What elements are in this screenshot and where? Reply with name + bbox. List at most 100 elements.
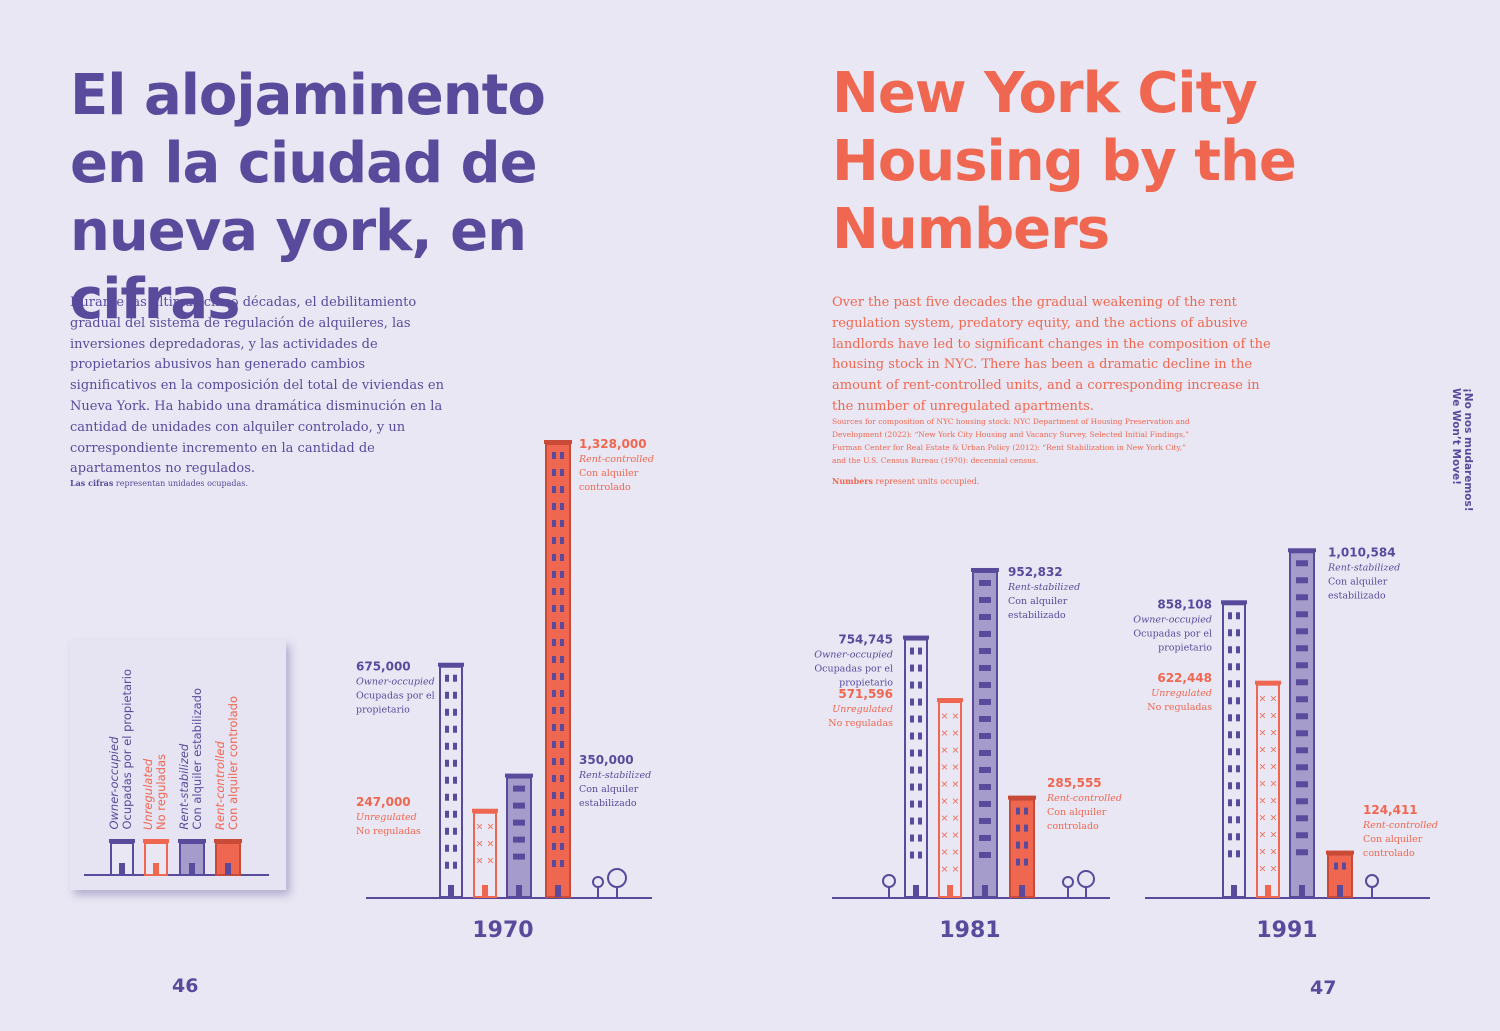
window	[979, 834, 991, 841]
window	[1296, 628, 1308, 635]
window	[552, 520, 556, 527]
window	[1236, 748, 1240, 756]
window	[1236, 646, 1240, 654]
window	[513, 785, 525, 792]
legend-building-unreg	[143, 839, 169, 876]
window	[445, 793, 449, 801]
window	[560, 758, 564, 765]
chart-group-1991: 858,108 Owner-occupied Ocupadas por el prop…	[1133, 545, 1438, 943]
legend-building-ctrl	[214, 839, 242, 876]
bar-unreg: × × × × × × × × × × × × × × × × × × × ×	[937, 698, 963, 898]
year-label: 1991	[1256, 918, 1317, 943]
window	[1236, 680, 1240, 688]
window-x: × ×	[941, 779, 960, 790]
window	[1228, 799, 1232, 807]
building-door	[1019, 885, 1025, 897]
data-label-value: 124,411	[1363, 803, 1418, 817]
window	[1296, 713, 1308, 720]
window	[552, 452, 556, 459]
tree-crown	[1077, 870, 1095, 888]
data-label-es: No reguladas	[828, 718, 893, 729]
bar-unreg: × × × × × ×	[472, 808, 498, 899]
window	[552, 639, 556, 646]
building-roof	[1255, 680, 1281, 685]
building-roof	[143, 839, 169, 843]
window	[1236, 782, 1240, 790]
window	[552, 826, 556, 833]
window	[979, 715, 991, 722]
data-label-es: controlado	[579, 482, 631, 493]
window	[560, 452, 564, 459]
window-x: × ×	[1259, 711, 1278, 722]
window	[513, 836, 525, 843]
sidebar-title-es: ¡No nos mudaremos!	[1462, 388, 1474, 512]
window	[445, 674, 449, 682]
window	[552, 707, 556, 714]
window	[910, 698, 914, 706]
data-label-es: controlado	[1363, 848, 1415, 859]
bar-unreg: × × × × × × × × × × × × × × × × × × × × × ×	[1255, 680, 1281, 899]
window	[560, 554, 564, 561]
window	[552, 571, 556, 578]
window	[1228, 680, 1232, 688]
window	[453, 793, 457, 801]
data-label-en: Rent-controlled	[1362, 820, 1438, 831]
units-note-en: Numbers represent units occupied.	[832, 476, 979, 486]
intro-text-es: Durante las últimas cinco décadas, el de…	[70, 295, 444, 477]
window	[1228, 697, 1232, 705]
data-label-value: 675,000	[356, 660, 411, 674]
window	[1016, 858, 1020, 866]
window-x: × ×	[941, 711, 960, 722]
bar-owner	[903, 635, 929, 899]
building-door	[1231, 885, 1237, 897]
window	[552, 656, 556, 663]
window-x: × ×	[941, 864, 960, 875]
window	[910, 749, 914, 757]
window	[552, 588, 556, 595]
window	[910, 647, 914, 655]
window	[910, 664, 914, 672]
window	[552, 809, 556, 816]
window	[1296, 798, 1308, 805]
window	[445, 691, 449, 699]
window	[552, 554, 556, 561]
window	[1296, 730, 1308, 737]
window	[1296, 849, 1308, 856]
window	[1236, 697, 1240, 705]
data-label-en: Unregulated	[356, 812, 417, 823]
window-x: × ×	[476, 822, 495, 833]
window	[445, 725, 449, 733]
window-x: × ×	[1259, 728, 1278, 739]
window	[552, 775, 556, 782]
data-label-es: No reguladas	[356, 826, 421, 837]
window	[1016, 807, 1020, 815]
window-x: × ×	[1259, 796, 1278, 807]
data-label-es: Ocupadas por el	[1133, 628, 1212, 639]
window	[1228, 612, 1232, 620]
legend-icons	[84, 839, 269, 876]
data-label-es: Con alquiler	[579, 468, 639, 479]
tree-crown	[1062, 876, 1074, 888]
window	[560, 724, 564, 731]
window	[1296, 764, 1308, 771]
building-roof	[937, 698, 963, 703]
building-body	[972, 570, 998, 898]
building-door	[119, 863, 125, 875]
data-label-en: Rent-controlled	[578, 454, 654, 465]
window-x: × ×	[476, 839, 495, 850]
window	[560, 520, 564, 527]
building-roof	[438, 662, 464, 667]
window	[1236, 816, 1240, 824]
building-roof	[1326, 850, 1354, 855]
window	[979, 817, 991, 824]
data-label-value: 247,000	[356, 795, 411, 809]
window	[560, 826, 564, 833]
building-door	[947, 885, 953, 897]
window	[1228, 765, 1232, 773]
window-x: × ×	[941, 762, 960, 773]
data-label-es: Con alquiler	[1328, 576, 1388, 587]
window	[918, 715, 922, 723]
building-body	[1009, 798, 1035, 899]
building-door	[482, 885, 488, 897]
